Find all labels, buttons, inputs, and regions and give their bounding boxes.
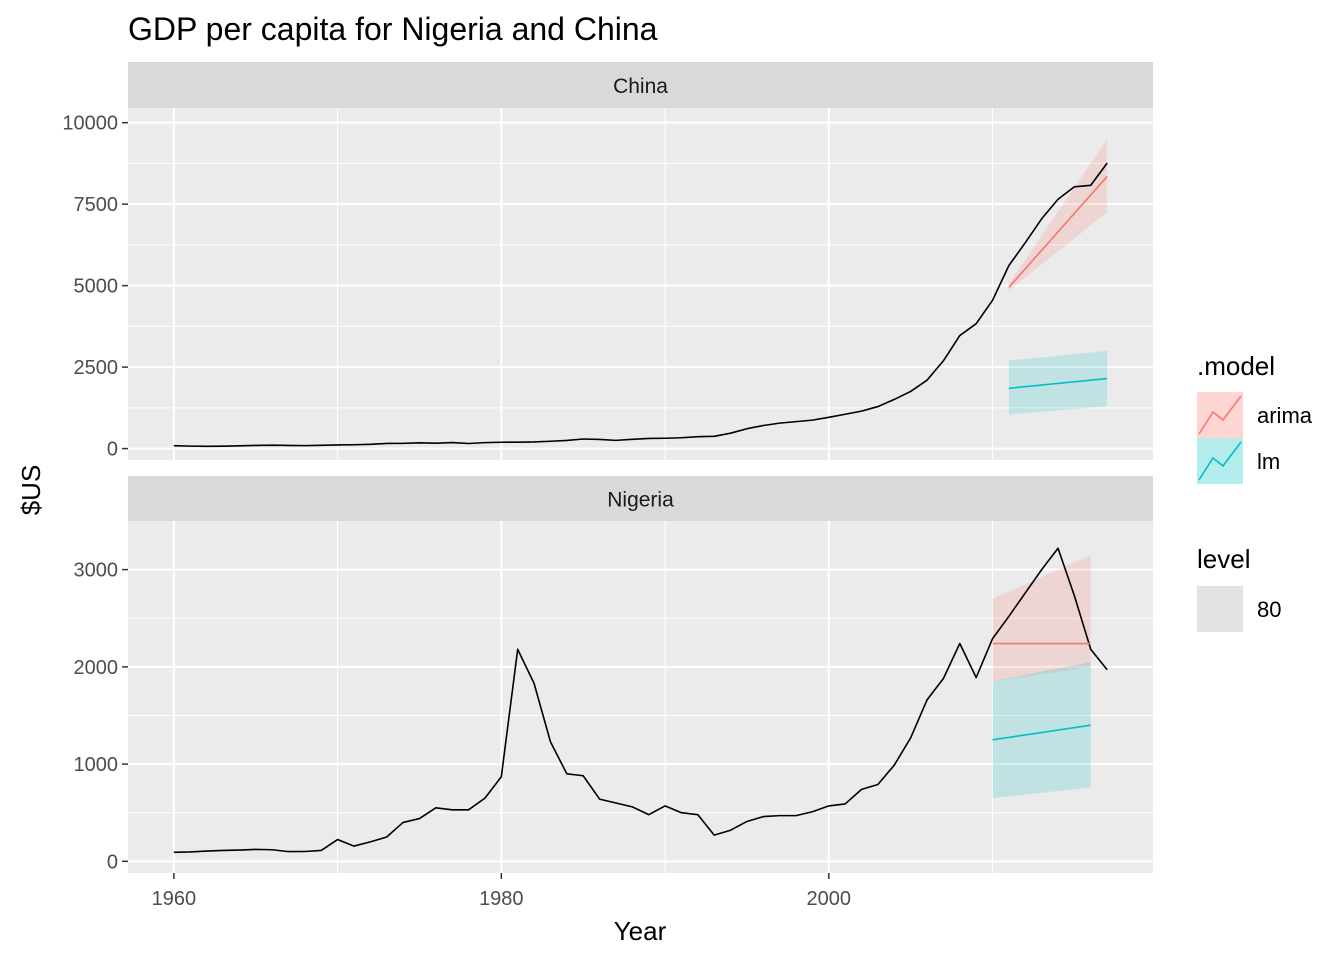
legend-key-lm	[1197, 438, 1243, 484]
panels-layer: China 0 2500 5000 7500 10000 Nigeria 0 1000 2000 3…	[62, 62, 1153, 910]
panel-nigeria: Nigeria 0 1000 2000 3000 1960 1980 2000	[74, 476, 1153, 910]
legend-item-level-80: 80	[1197, 586, 1281, 632]
y-tick-label: 10000	[62, 113, 118, 135]
x-tick-label: 1980	[479, 888, 524, 910]
facet-strip	[128, 62, 1153, 108]
y-tick-label: 5000	[74, 276, 119, 298]
forecast-mean-arima	[1008, 175, 1108, 288]
facet-strip-label: Nigeria	[607, 489, 674, 512]
legend-key-line	[1198, 395, 1242, 435]
legend: .model level arima lm 80	[1197, 351, 1313, 632]
y-axis-label: $US	[16, 465, 46, 516]
legend-level-title: level	[1197, 544, 1250, 574]
y-tick-label: 3000	[74, 560, 119, 582]
facet-strip-label: China	[613, 75, 668, 98]
panel-background	[128, 108, 1153, 460]
actual-series-line	[173, 162, 1108, 448]
legend-label-lm: lm	[1257, 449, 1280, 474]
y-tick-label: 7500	[74, 194, 119, 216]
legend-key-line	[1198, 441, 1242, 481]
y-tick-label: 1000	[74, 754, 119, 776]
x-tick-label: 1960	[152, 888, 197, 910]
forecast-interval-arima	[1008, 138, 1108, 291]
legend-key-level	[1197, 586, 1243, 632]
facet-strip	[128, 476, 1153, 521]
y-tick-label: 0	[107, 851, 118, 873]
y-tick-label: 0	[107, 439, 118, 461]
panel-china: China 0 2500 5000 7500 10000	[62, 62, 1153, 461]
forecast-mean-lm	[992, 724, 1091, 741]
y-tick-label: 2000	[74, 657, 119, 679]
chart-title: GDP per capita for Nigeria and China	[128, 11, 658, 47]
legend-label-arima: arima	[1257, 403, 1313, 428]
legend-model-title: .model	[1197, 351, 1275, 381]
x-tick-label: 2000	[807, 888, 852, 910]
x-axis-label: Year	[614, 916, 667, 946]
forecast-mean-lm	[1008, 377, 1108, 390]
panel-background	[128, 521, 1153, 873]
legend-item-arima: arima	[1197, 392, 1313, 438]
forecast-interval-arima	[992, 555, 1091, 682]
legend-label-level: 80	[1257, 597, 1281, 622]
forecast-interval-lm	[992, 661, 1091, 799]
legend-key-arima	[1197, 392, 1243, 438]
forecast-interval-lm	[1008, 350, 1108, 415]
legend-item-lm: lm	[1197, 438, 1280, 484]
y-tick-label: 2500	[74, 357, 119, 379]
actual-series-line	[173, 547, 1108, 854]
